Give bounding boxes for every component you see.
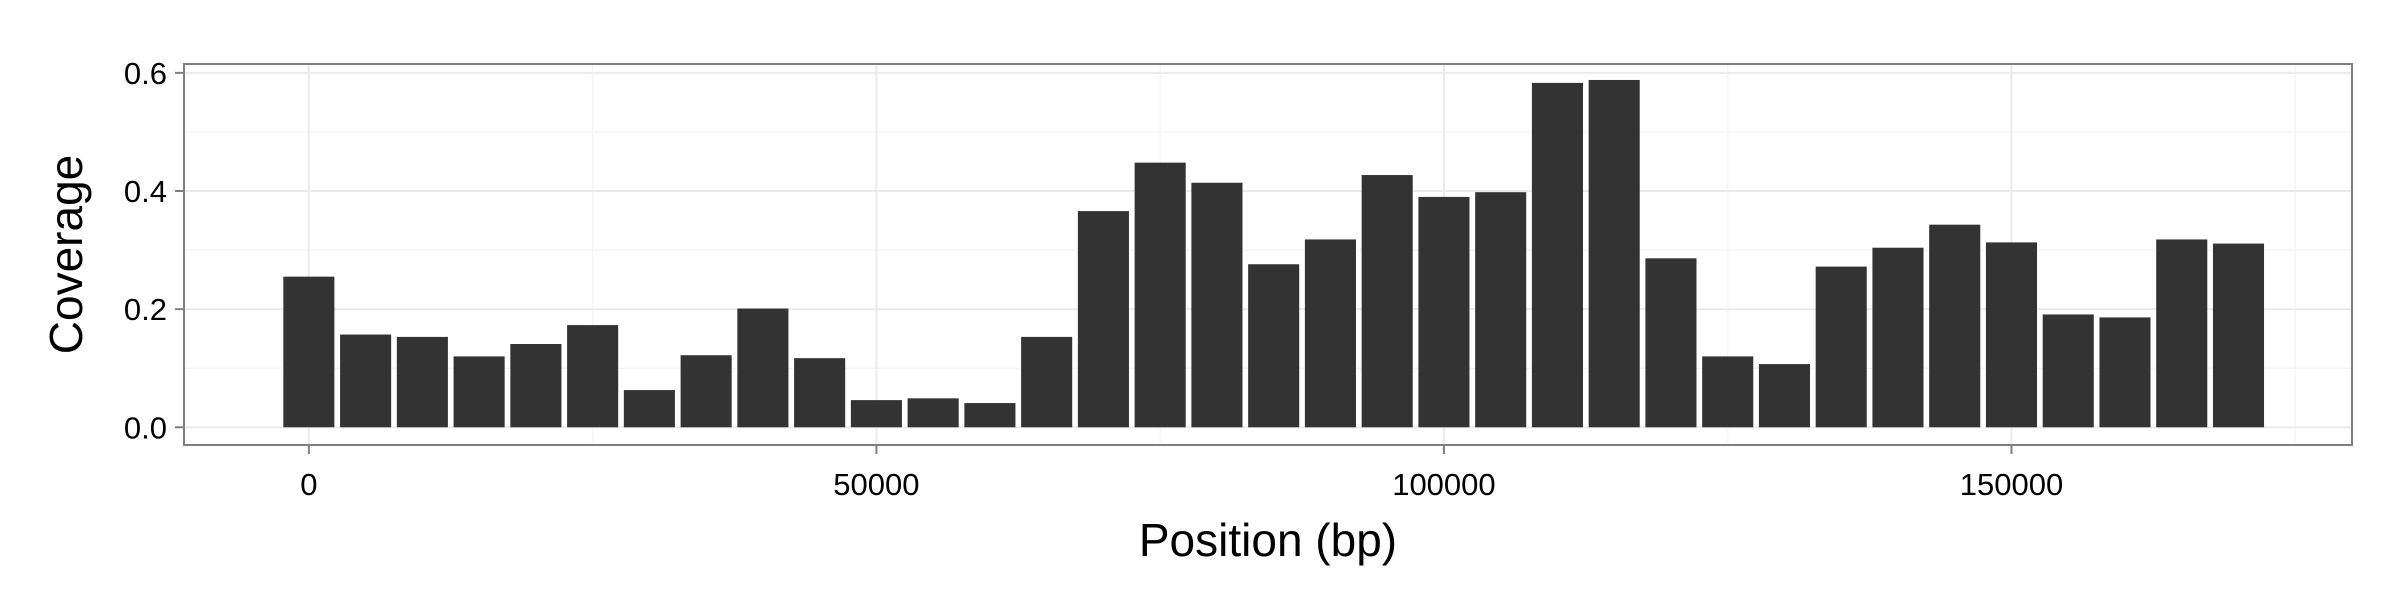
bar <box>1304 239 1356 428</box>
bar <box>680 355 732 428</box>
bar <box>1702 356 1754 428</box>
bar <box>1985 242 2038 428</box>
y-tick-label: 0.2 <box>124 292 167 327</box>
bar <box>2156 239 2208 428</box>
bar <box>396 336 448 428</box>
x-axis-title: Position (bp) <box>1139 514 1397 566</box>
bar <box>1645 258 1697 428</box>
y-axis-title: Coverage <box>40 155 92 354</box>
bar <box>1758 364 1810 428</box>
x-tick-label: 0 <box>300 467 317 502</box>
bar <box>567 325 619 428</box>
y-tick-label: 0.0 <box>124 410 167 445</box>
bar <box>907 398 959 428</box>
plot-panel-border <box>183 63 2353 446</box>
x-tick-label: 100000 <box>1392 467 1495 502</box>
bar <box>1418 196 1470 428</box>
bar <box>283 276 335 428</box>
bar <box>1929 224 1981 428</box>
bar <box>1134 162 1186 428</box>
bar <box>850 400 902 428</box>
bar <box>623 390 675 428</box>
bar <box>2099 317 2151 428</box>
bar <box>1248 264 1300 428</box>
x-tick-label: 150000 <box>1960 467 2063 502</box>
bar <box>1077 211 1129 428</box>
bar <box>2042 314 2094 428</box>
bar <box>340 334 392 428</box>
bar <box>964 403 1016 428</box>
bar <box>794 358 846 428</box>
bar <box>1021 336 1073 428</box>
x-tick-label: 50000 <box>833 467 919 502</box>
bar <box>1872 247 1924 428</box>
bar <box>1361 175 1413 428</box>
bar <box>737 308 789 428</box>
y-tick-label: 0.4 <box>124 174 167 209</box>
bar <box>1815 266 1867 428</box>
bar <box>1531 82 1583 428</box>
bar <box>1588 79 1640 428</box>
bar <box>453 356 505 428</box>
bar <box>2212 243 2265 428</box>
axes: 0 50000 100000 150000 0.0 0.2 0.4 0.6 <box>124 56 2063 502</box>
y-tick-label: 0.6 <box>124 56 167 91</box>
bar <box>510 343 562 428</box>
bar <box>1475 192 1527 428</box>
bars <box>283 79 2265 428</box>
bar <box>1191 182 1243 428</box>
